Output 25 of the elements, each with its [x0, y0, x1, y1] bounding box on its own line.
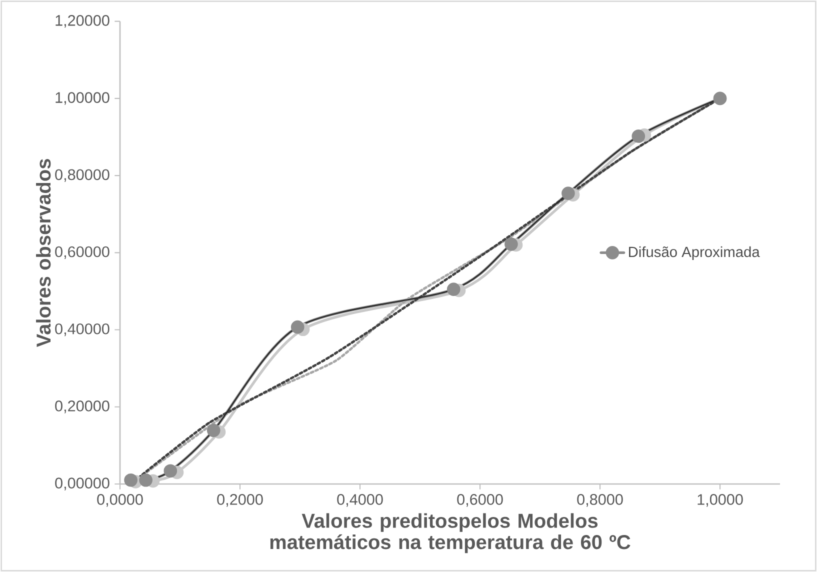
point — [124, 473, 138, 487]
y-tick-label: 0,80000 — [55, 169, 110, 182]
y-axis-title: Valores observados — [36, 159, 51, 348]
point — [632, 130, 646, 143]
point — [206, 424, 220, 438]
y-tick-label: 1,00000 — [56, 92, 110, 105]
y-tick-label: 0,00000 — [55, 478, 110, 490]
y-tick-label: 1,20000 — [56, 15, 110, 28]
x-tick-label: 0,8000 — [577, 494, 623, 507]
x-tick-label: 0,2000 — [217, 494, 263, 507]
x-tick-label: 1,0000 — [698, 494, 743, 507]
point — [562, 186, 575, 200]
y-tick-label: 0,40000 — [55, 323, 110, 336]
y-tick-label: 0,20000 — [55, 400, 110, 414]
x-tick-label: 0,6000 — [457, 494, 503, 507]
point — [164, 464, 178, 478]
point — [139, 473, 152, 487]
point — [290, 320, 304, 334]
legend-label: Difusão Aproximada — [629, 246, 760, 260]
point — [446, 282, 460, 296]
point — [504, 238, 518, 251]
x-axis-title: Valores preditospelos Modelos matemáticos na temperatura de 60 ºC — [270, 513, 630, 554]
x-tick-label: 0,4000 — [337, 494, 383, 507]
x-tick-label: 0,0000 — [97, 494, 143, 507]
y-tick-label: 0,60000 — [55, 246, 110, 260]
